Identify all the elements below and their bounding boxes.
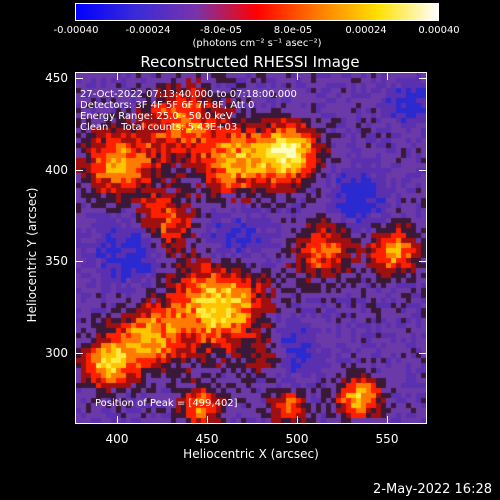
x-tick-mark xyxy=(297,72,298,80)
y-tick-mark xyxy=(75,353,83,354)
time-range-label: 27-Oct-2022 07:13:40.000 to 07:18:00.000 xyxy=(80,89,297,100)
x-axis-label: Heliocentric X (arcsec) xyxy=(183,447,319,461)
y-tick-label: 350 xyxy=(45,254,68,268)
x-tick-mark xyxy=(297,416,298,424)
colorbar-tick-label: -0.00024 xyxy=(125,25,171,36)
y-tick-label: 300 xyxy=(45,346,68,360)
colorbar-tick-label: -8.0e-05 xyxy=(200,25,242,36)
y-tick-mark xyxy=(75,261,83,262)
footer-date: 2-May-2022 16:28 xyxy=(373,482,492,497)
colorbar-tick-label: -0.00040 xyxy=(53,25,99,36)
y-axis-label: Heliocentric Y (arcsec) xyxy=(25,187,39,323)
x-tick-label: 550 xyxy=(375,432,399,446)
peak-position-label: Position of Peak = [499,402] xyxy=(95,398,238,409)
x-tick-label: 450 xyxy=(195,432,219,446)
y-tick-label: 450 xyxy=(45,71,68,85)
y-tick-mark xyxy=(75,78,83,79)
image-frame: 27-Oct-2022 07:13:40.000 to 07:18:00.000… xyxy=(75,72,427,424)
rhessi-image xyxy=(76,73,426,423)
colorbar-units: (photons cm⁻² s⁻¹ asec⁻²) xyxy=(192,38,322,49)
colorbar-tick-label: 8.0e-05 xyxy=(273,25,313,36)
y-tick-mark xyxy=(419,170,427,171)
y-tick-mark xyxy=(419,78,427,79)
x-tick-mark xyxy=(387,416,388,424)
colorbar xyxy=(75,3,439,21)
x-tick-mark xyxy=(207,416,208,424)
y-tick-mark xyxy=(419,353,427,354)
y-tick-label: 400 xyxy=(45,163,68,177)
plot-title: Reconstructed RHESSI Image xyxy=(140,53,360,71)
x-tick-mark xyxy=(117,416,118,424)
y-tick-mark xyxy=(419,261,427,262)
energy-range-label: Energy Range: 25.0 - 50.0 keV xyxy=(80,111,233,122)
x-tick-label: 400 xyxy=(105,432,129,446)
detectors-label: Detectors: 3F 4F 5F 6F 7F 8F, Att 0 xyxy=(80,100,255,111)
x-tick-mark xyxy=(117,72,118,80)
clean-counts-label: Clean Total counts: 5.43E+03 xyxy=(80,122,238,133)
colorbar-tick-label: 0.00024 xyxy=(345,25,387,36)
x-tick-mark xyxy=(387,72,388,80)
x-tick-label: 500 xyxy=(285,432,309,446)
colorbar-tick-label: 0.00040 xyxy=(418,25,460,36)
x-tick-mark xyxy=(207,72,208,80)
y-tick-mark xyxy=(75,170,83,171)
